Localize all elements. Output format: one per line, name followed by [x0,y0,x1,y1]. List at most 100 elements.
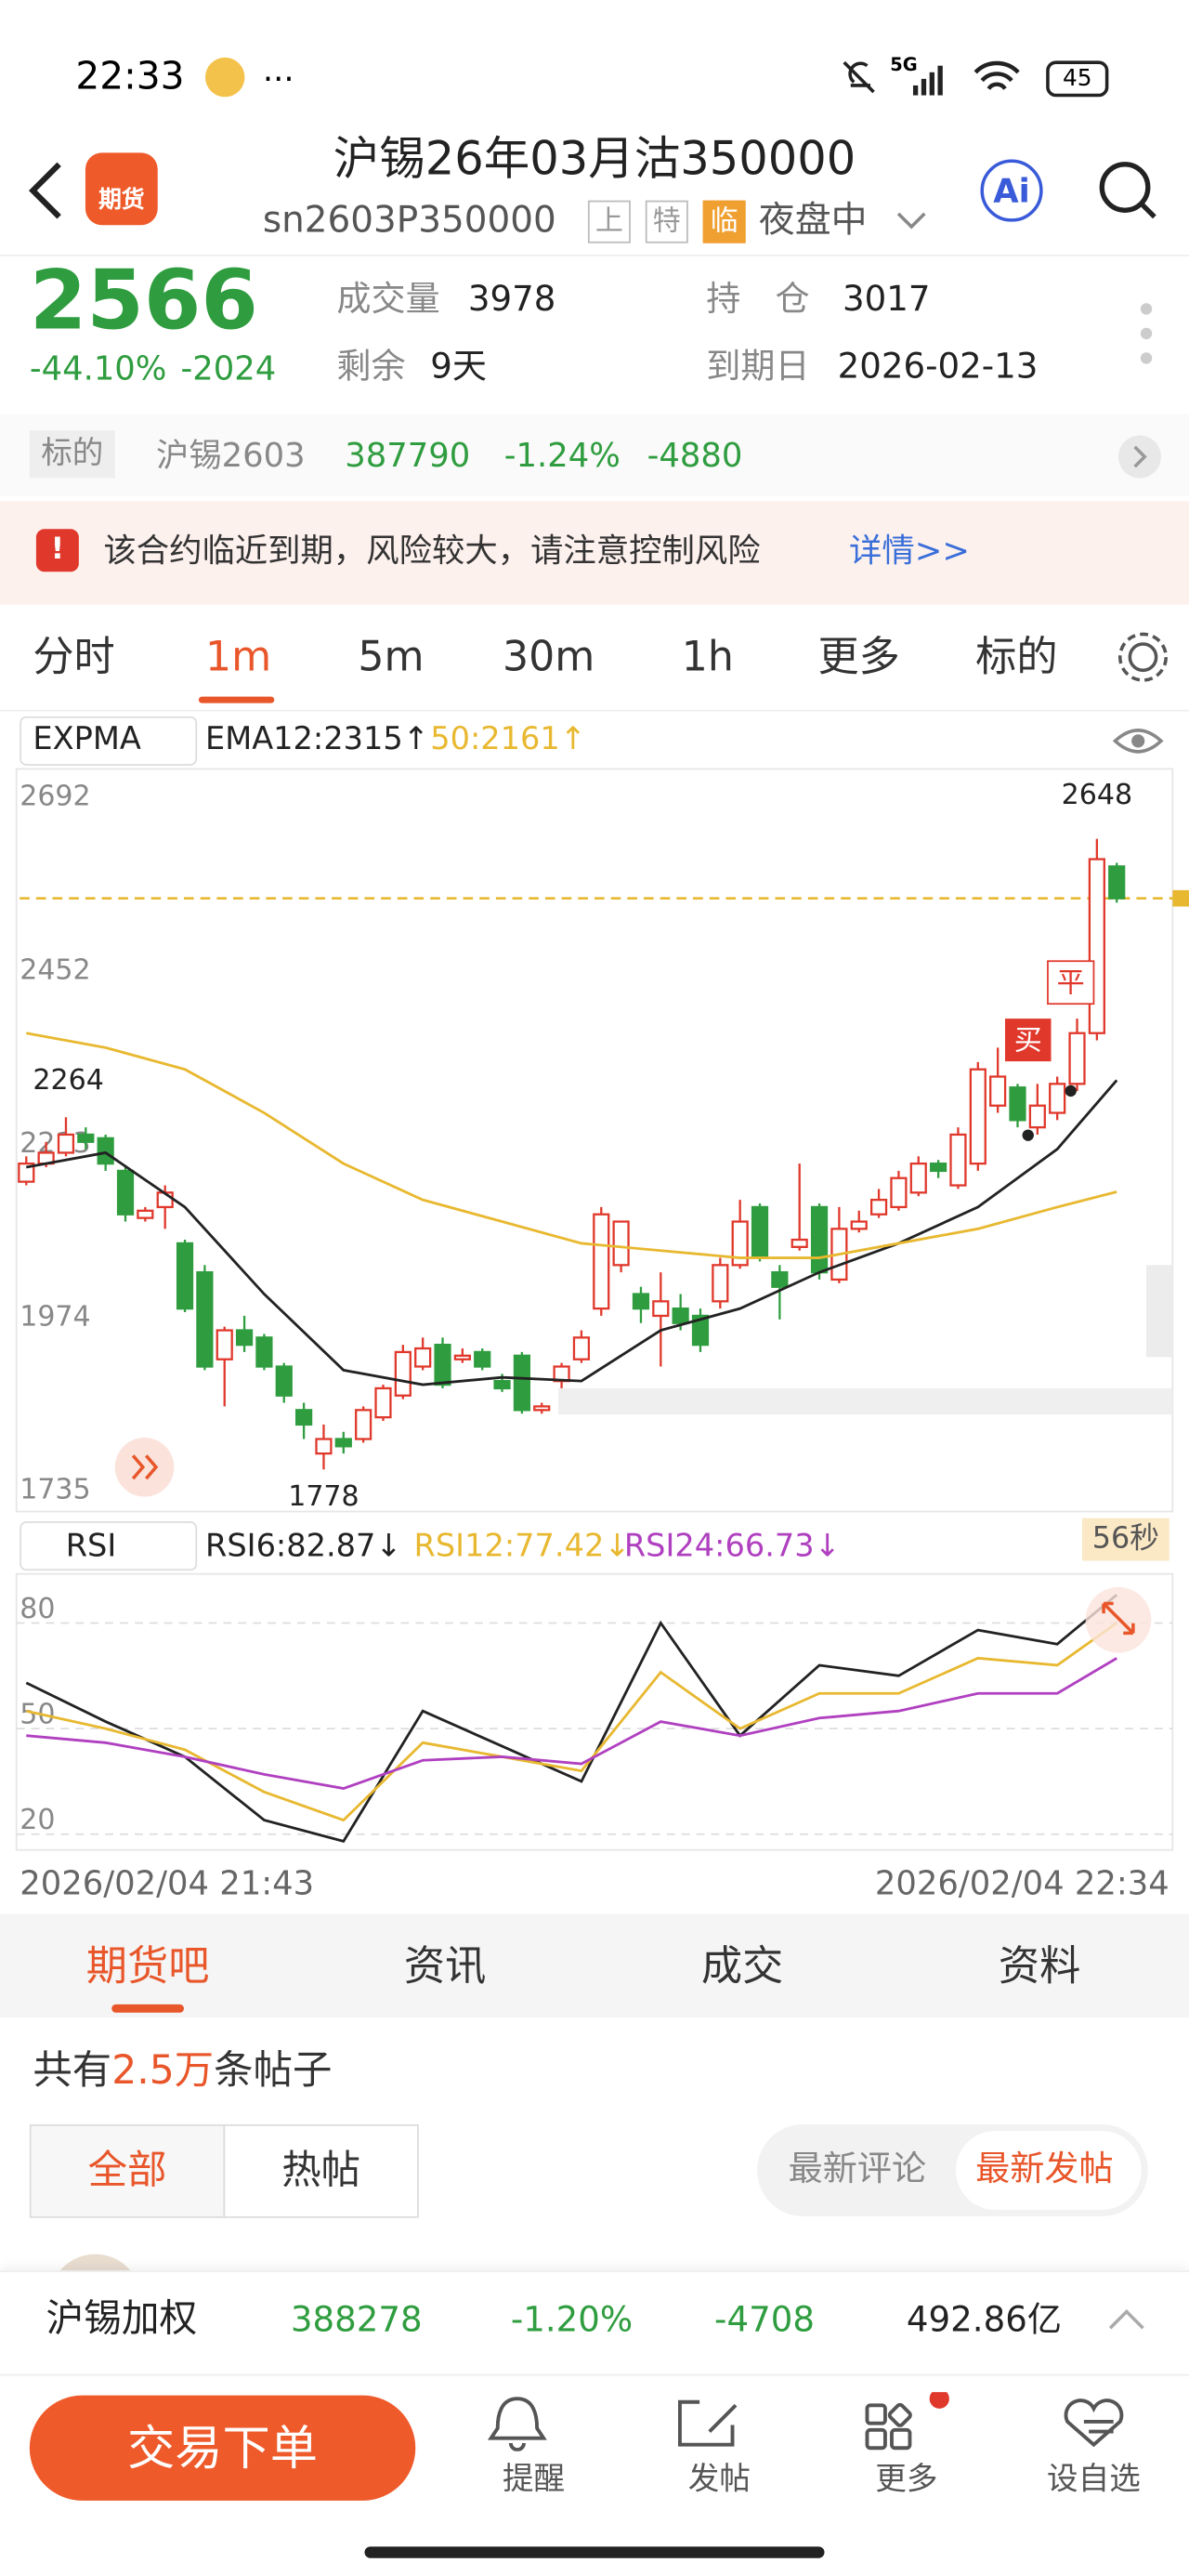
warning-icon: ! [35,529,79,572]
buy-mark-bg [1004,1019,1052,1062]
ticker-name: 沪锡加权 [46,2298,198,2342]
countdown: 56秒 [1082,1518,1169,1561]
more-menu[interactable] [1130,299,1162,372]
rsi6-label: RSI6:82.87↓ [204,1528,402,1565]
sort-comment[interactable]: 最新评论 [788,2149,927,2188]
trade-button[interactable]: 交易下单 [29,2395,416,2501]
field-label: 到期日 [706,347,810,387]
candle-body [18,1162,35,1183]
underlying-change: -4880 [647,435,743,475]
candle-body [315,1438,333,1455]
rsi-select[interactable] [20,1521,198,1571]
period-tab[interactable]: 标的 [975,632,1058,680]
candle-body [751,1205,769,1259]
content-tab[interactable]: 期货吧 [85,1941,210,1990]
candle-body [116,1169,135,1216]
candle-body [593,1213,610,1310]
status-more: ··· [262,59,294,99]
chart-frame [15,768,1174,1513]
trade-dot [1065,1084,1077,1097]
candle-body [989,1075,1007,1107]
field-value: 3017 [842,279,931,319]
underlying-price: 387790 [345,435,471,475]
candle-body [453,1354,471,1360]
tag: 上 [587,200,631,243]
candle-body [632,1293,650,1310]
max-label: 2648 [1062,779,1132,811]
ema50-label: 50:2161↑ [430,721,586,758]
x-end-label: 2026/02/04 22:34 [874,1862,1169,1903]
candle-body [949,1133,967,1187]
period-tab[interactable]: 1m [204,632,272,680]
field-label: 剩余 [336,347,406,387]
warning-link[interactable]: 详情>> [849,531,971,571]
y-tick-label: 1735 [20,1474,90,1506]
candle-body [255,1336,273,1368]
ticker-bar[interactable] [0,2270,1189,2376]
period-tab[interactable]: 更多 [817,632,900,680]
min-label: 1778 [288,1480,359,1513]
candle-body [434,1343,451,1387]
search-button[interactable] [1093,158,1166,224]
content-tab[interactable]: 资讯 [403,1941,487,1990]
rsi12-label: RSI12:77.42↓ [413,1528,631,1565]
period-tab[interactable]: 30m [502,632,595,680]
field-value: 3978 [467,279,556,319]
period-tab[interactable]: 分时 [33,632,115,680]
candle-body [790,1238,808,1248]
rsi-line [25,1594,1118,1844]
divider [0,709,1189,712]
session-dropdown[interactable] [894,207,930,233]
status-time: 22:33 [75,56,185,99]
post-number: 2.5万 [111,2046,215,2094]
chart-overlay [558,1387,1173,1415]
change: -2024 [180,348,277,388]
back-button[interactable] [23,158,72,224]
sort-post[interactable]: 最新发帖 [975,2149,1114,2188]
close-mark: 平 [1057,967,1085,1000]
candle-body [810,1205,829,1274]
last-price: 2566 [29,253,258,348]
candle-body [969,1068,986,1165]
period-tab[interactable]: 1h [681,632,734,680]
field-label: 持 仓 [706,279,810,319]
underlying-arrow[interactable] [1117,434,1163,480]
indicator-select[interactable] [20,716,198,766]
field-label: 成交量 [336,279,440,319]
ai-button[interactable]: Ai [980,159,1043,222]
nav-item[interactable]: 发帖 [687,2461,751,2498]
period-tab[interactable]: 5m [358,632,425,680]
candle-body [235,1329,254,1347]
tag: 临 [702,200,746,243]
close-mark-bg [1047,960,1095,1005]
candle-body [771,1270,789,1288]
candle-body [493,1379,511,1390]
rsi-name: RSI [65,1528,117,1565]
candle-body [869,1198,888,1216]
candle-body [275,1365,293,1397]
rsi-tick-label: 20 [20,1804,55,1836]
nav-item[interactable]: 提醒 [502,2461,566,2498]
side-handle [1146,1265,1173,1358]
content-tab[interactable]: 资料 [998,1941,1081,1990]
candle-body [533,1405,551,1412]
filter-all[interactable]: 全部 [87,2147,167,2194]
filter-hot[interactable]: 热帖 [281,2147,361,2194]
settings-button[interactable] [1114,627,1173,687]
candle-body [930,1162,947,1173]
rsi-line [25,1622,1118,1822]
candle-body [394,1350,412,1397]
ticker-amount: 492.86亿 [906,2300,1062,2340]
ticker-expand[interactable] [1104,2300,1150,2339]
content-tab[interactable]: 成交 [700,1941,784,1990]
candle-body [890,1176,908,1209]
candle-body [77,1133,95,1143]
nav-item[interactable]: 设自选 [1047,2461,1141,2498]
candle-body [334,1438,352,1448]
underlying-row[interactable] [0,414,1189,496]
nav-item[interactable]: 更多 [875,2461,938,2498]
eye-toggle[interactable] [1110,719,1166,762]
candle-body [1088,858,1105,1034]
trade-dot [1022,1129,1034,1141]
candle-body [176,1242,194,1310]
